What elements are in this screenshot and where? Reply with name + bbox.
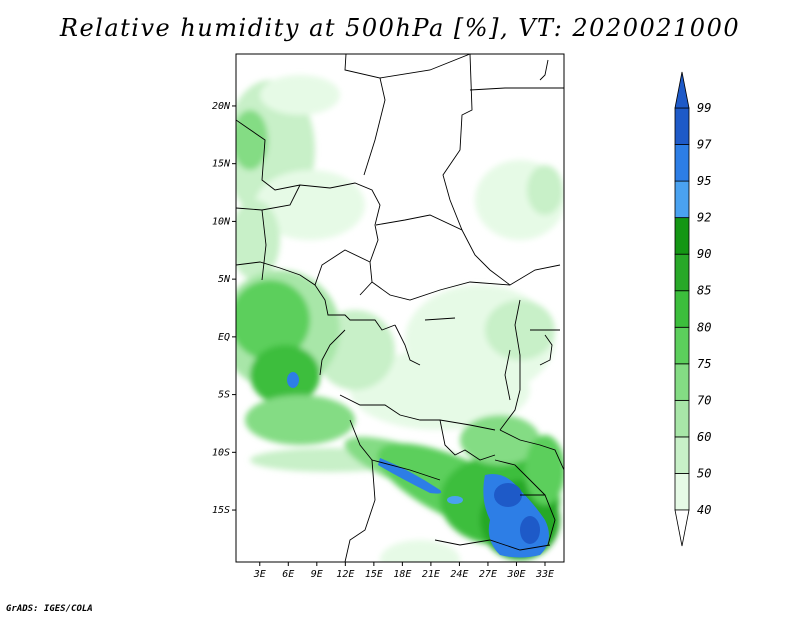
colorbar-segment	[674, 107, 690, 145]
colorbar-segment	[674, 217, 690, 255]
colorbar-segment	[674, 436, 690, 474]
lon-tick-label: 21E	[422, 569, 440, 580]
colorbar-label: 97	[697, 138, 712, 152]
lat-tick-label: 10S	[212, 447, 230, 458]
colorbar-segment	[674, 363, 690, 401]
lon-tick-label: 27E	[479, 569, 497, 580]
colorbar-segment	[674, 144, 690, 182]
colorbar-segment	[674, 180, 690, 219]
lat-tick-label: 5S	[218, 390, 230, 401]
lon-tick-label: 15E	[365, 569, 383, 580]
lat-tick-label: EQ	[218, 332, 230, 343]
humidity-field	[236, 75, 564, 562]
colorbar-high-arrow	[674, 71, 690, 109]
lon-tick-label: 18E	[393, 569, 411, 580]
colorbar-segment	[674, 473, 690, 511]
colorbar-label: 75	[697, 357, 711, 371]
colorbar-label: 99	[697, 101, 711, 115]
lon-tick-label: 6E	[282, 569, 294, 580]
country-borders	[236, 54, 564, 562]
colorbar-low-arrow	[674, 509, 690, 547]
colorbar-label: 60	[697, 430, 711, 444]
lon-tick-label: 3E	[253, 569, 266, 580]
lon-tick-label: 30E	[506, 569, 525, 580]
lon-tick-label: 24E	[450, 569, 468, 580]
map-frame	[235, 53, 565, 563]
colorbar-label: 85	[697, 284, 711, 298]
colorbar-label: 90	[697, 247, 711, 261]
colorbar-segment	[674, 399, 690, 438]
colorbar-label: 50	[697, 466, 711, 480]
colorbar: 40 50 60 70 75 80 85 90 92 95 97 99	[674, 71, 712, 547]
longitude-axis: 3E 6E 9E 12E 15E 18E 21E 24E 27E 30E 33E	[253, 562, 554, 580]
colorbar-segment	[674, 253, 690, 292]
map-title: Relative humidity at 500hPa [%], VT: 202…	[59, 14, 741, 42]
lon-tick-label: 12E	[336, 569, 354, 580]
lat-tick-label: 10N	[212, 216, 231, 227]
lon-tick-label: 33E	[535, 569, 554, 580]
colorbar-label: 40	[697, 503, 711, 517]
colorbar-label: 70	[697, 393, 711, 407]
colorbar-segment	[674, 290, 690, 328]
lat-tick-label: 5N	[218, 274, 231, 285]
lat-tick-label: 15S	[212, 505, 230, 516]
colorbar-label: 95	[697, 174, 711, 188]
colorbar-segment	[674, 326, 690, 365]
grads-credit: GrADS: IGES/COLA	[6, 604, 93, 614]
lon-tick-label: 9E	[311, 569, 323, 580]
lat-tick-label: 15N	[212, 159, 231, 170]
colorbar-label: 80	[697, 320, 711, 334]
latitude-axis: 20N 15N 10N 5N EQ 5S 10S 15S	[212, 101, 236, 516]
lat-tick-label: 20N	[212, 101, 231, 112]
colorbar-label: 92	[697, 211, 711, 225]
